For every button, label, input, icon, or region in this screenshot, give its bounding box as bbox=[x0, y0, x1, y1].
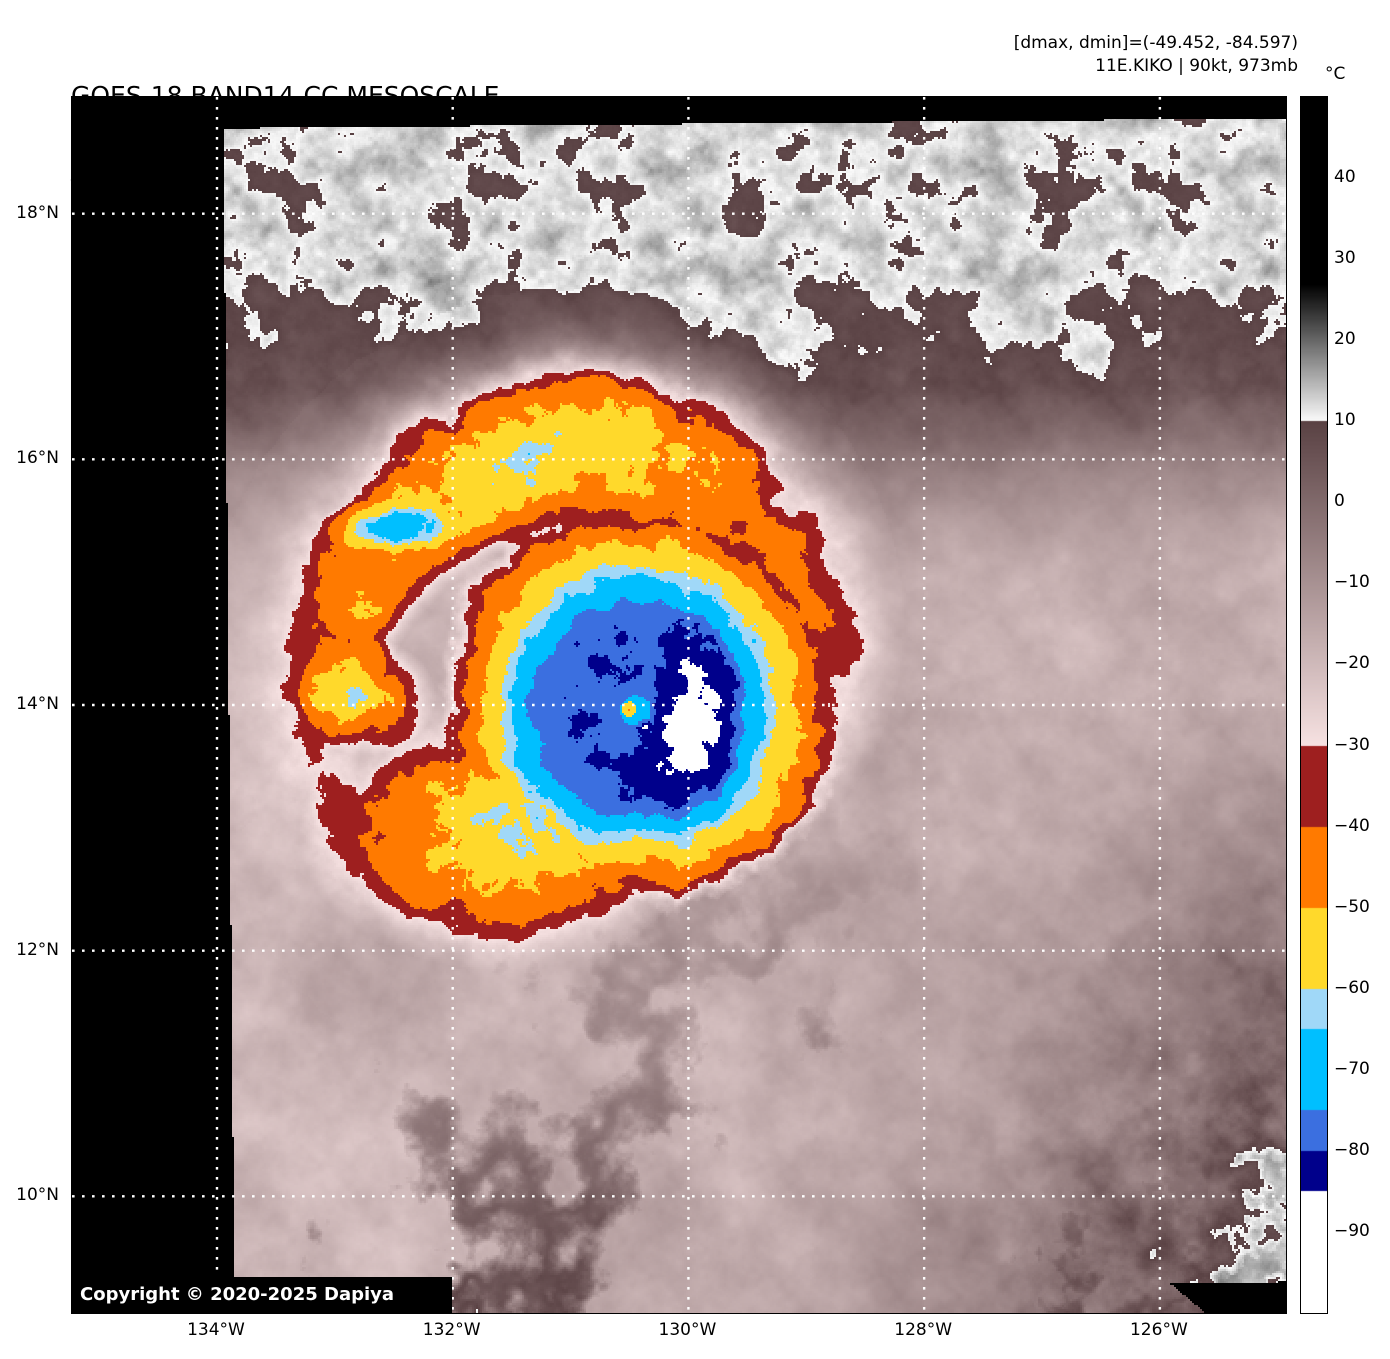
lat-tick-label: 18°N bbox=[16, 202, 59, 223]
colorbar-tick-label: −60 bbox=[1334, 977, 1370, 998]
colorbar-tick-label: −40 bbox=[1334, 815, 1370, 836]
lat-tick-label: 14°N bbox=[16, 694, 59, 714]
lat-tick-label: 10°N bbox=[16, 1185, 59, 1206]
colorbar-tick-label: 30 bbox=[1334, 248, 1356, 269]
lon-tick-label: 130°W bbox=[658, 1320, 717, 1340]
colorbar-tick-label: 10 bbox=[1334, 410, 1356, 431]
colorbar-tick-label: 0 bbox=[1334, 491, 1345, 512]
colorbar-tick-label: −30 bbox=[1334, 734, 1370, 755]
lon-tick-label: 132°W bbox=[422, 1320, 481, 1340]
colorbar-units-label: °C bbox=[1325, 64, 1346, 84]
colorbar-tick-label: −20 bbox=[1334, 653, 1370, 674]
copyright-bar: Copyright © 2020-2025 Dapiya bbox=[72, 1277, 452, 1313]
lat-tick-label: 12°N bbox=[16, 939, 59, 960]
colorbar-tick-label: −70 bbox=[1334, 1058, 1370, 1079]
colorbar-tick-label: 20 bbox=[1334, 329, 1356, 350]
satellite-imagery-canvas bbox=[72, 97, 1286, 1313]
copyright-text: Copyright © 2020-2025 Dapiya bbox=[80, 1284, 395, 1305]
colorbar-tick-label: −50 bbox=[1334, 896, 1370, 917]
lon-tick-label: 126°W bbox=[1129, 1320, 1188, 1340]
colorbar-canvas bbox=[1301, 97, 1327, 1313]
colorbar-tick-label: 40 bbox=[1334, 167, 1356, 188]
colorbar-tick-label: −10 bbox=[1334, 572, 1370, 593]
lat-tick-label: 16°N bbox=[16, 448, 59, 469]
storm-summary-text: 11E.KIKO | 90kt, 973mb bbox=[1095, 56, 1298, 76]
lon-tick-label: 134°W bbox=[187, 1320, 245, 1340]
colorbar-tick-label: −80 bbox=[1334, 1139, 1370, 1160]
header-metadata: [dmax, dmin]=(-49.452, -84.597) 11E.KIKO… bbox=[1014, 32, 1298, 78]
dmax-dmin-text: [dmax, dmin]=(-49.452, -84.597) bbox=[1013, 33, 1298, 53]
colorbar-tick-label: −90 bbox=[1334, 1220, 1370, 1241]
satellite-image-plot[interactable]: Copyright © 2020-2025 Dapiya bbox=[71, 96, 1287, 1314]
lon-tick-label: 128°W bbox=[894, 1320, 953, 1340]
temperature-colorbar[interactable] bbox=[1300, 96, 1328, 1314]
